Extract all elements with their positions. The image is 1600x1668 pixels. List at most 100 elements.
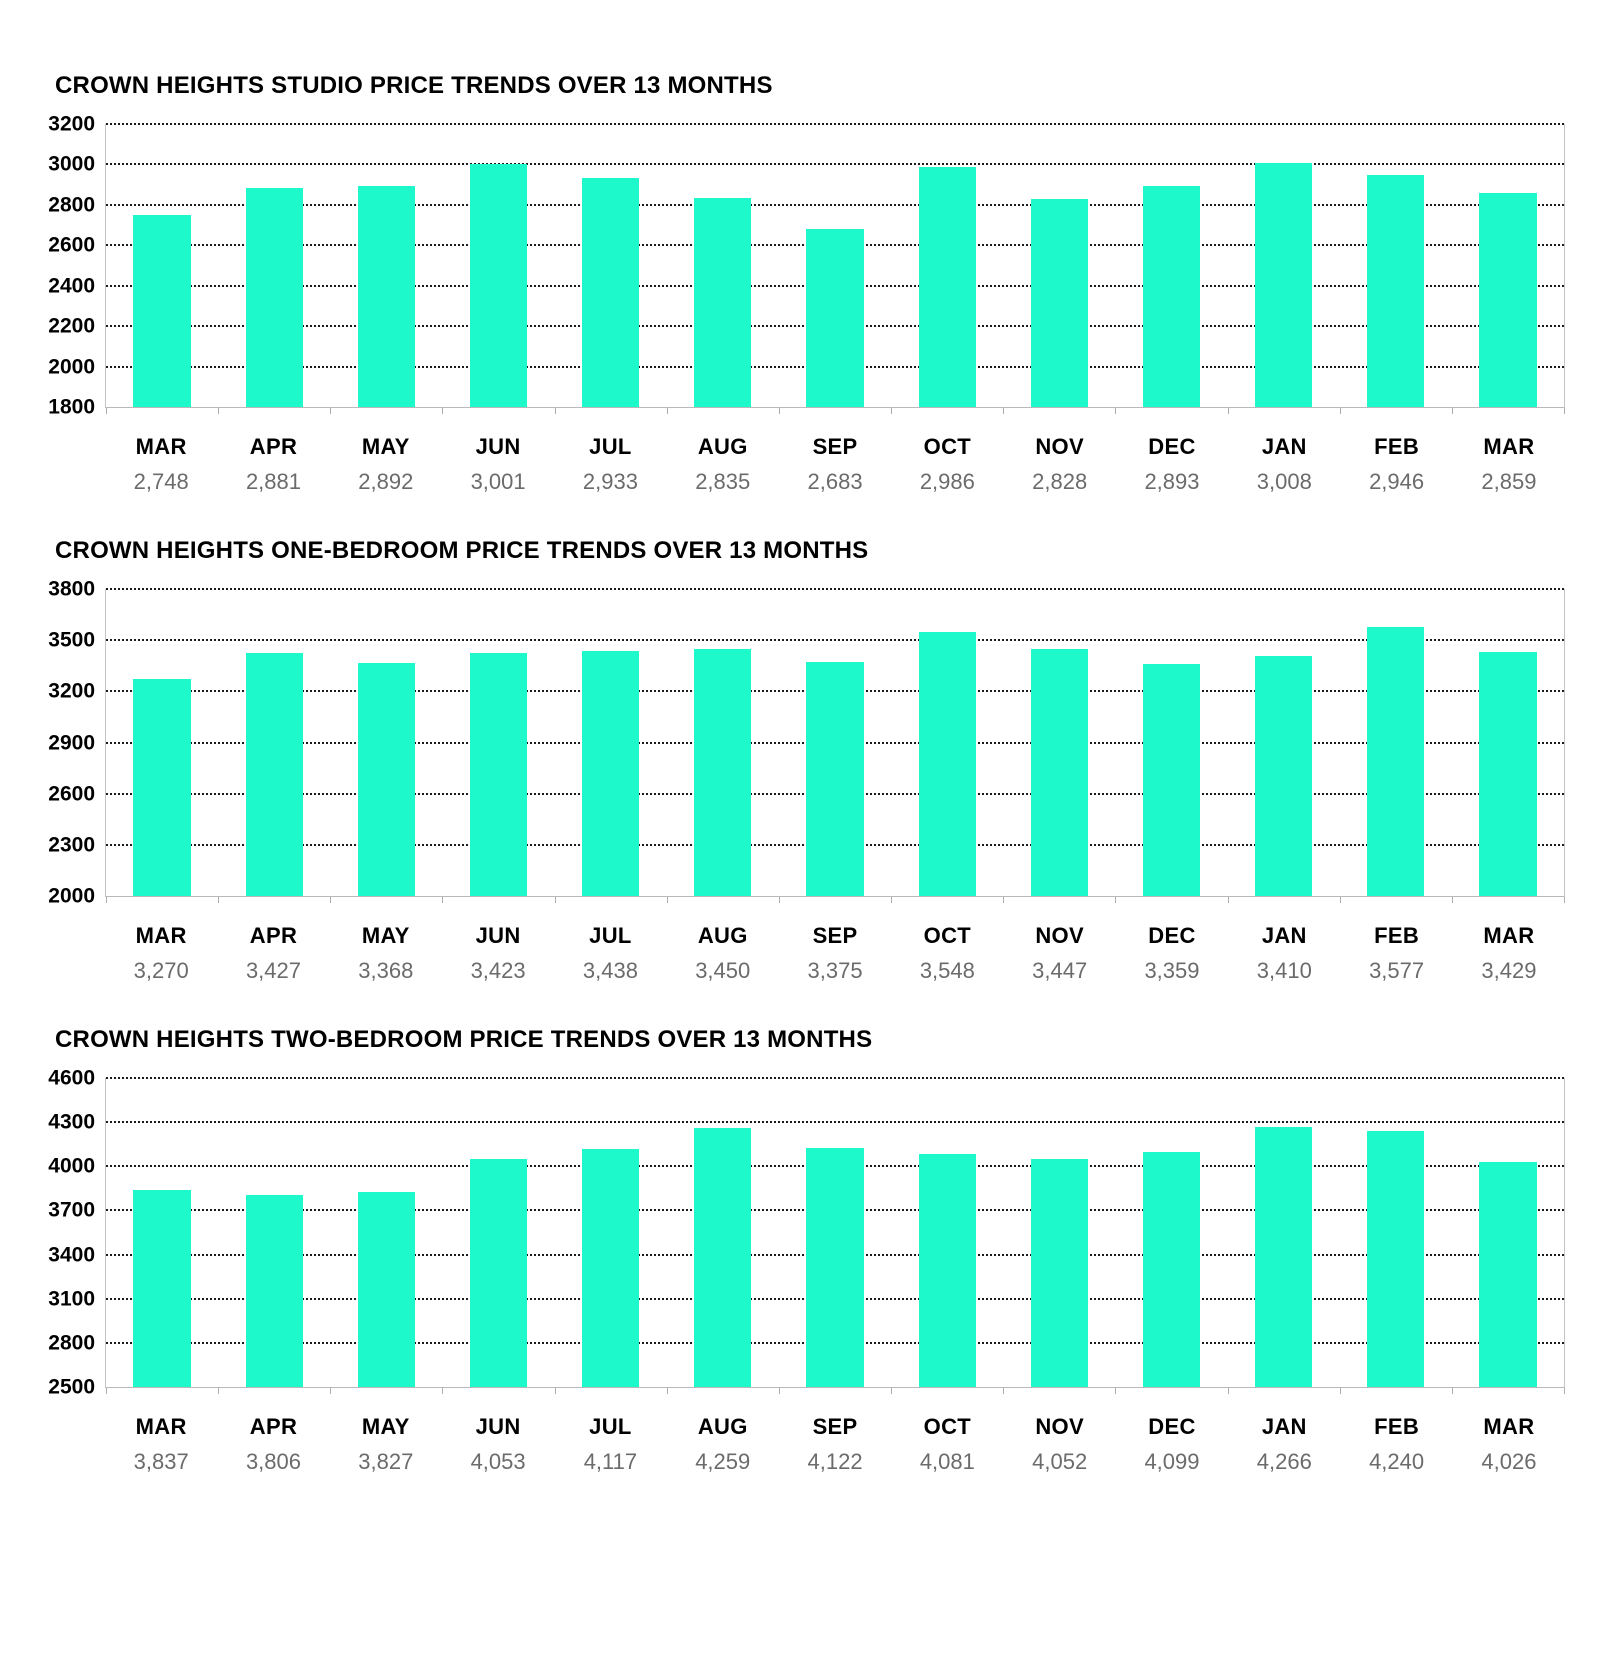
month-label: AUG — [697, 923, 748, 948]
month-label: SEP — [812, 434, 858, 459]
bar-column — [1452, 1078, 1564, 1387]
bar-column — [891, 124, 1003, 407]
bar-column — [555, 1078, 667, 1387]
bar-aug-5 — [694, 197, 752, 407]
value-label: 3,008 — [1256, 469, 1312, 494]
x-label-column: APR 2,881 — [217, 434, 329, 495]
bar-may-2 — [357, 662, 415, 896]
x-label-column: JUN 3,423 — [442, 923, 554, 984]
bar-column — [106, 1078, 218, 1387]
axis-tick — [106, 897, 107, 903]
y-axis-tick-label: 4000 — [48, 1154, 95, 1178]
axis-tick — [1339, 408, 1341, 414]
month-label: MAR — [1483, 434, 1535, 459]
bar-column — [779, 1078, 891, 1387]
chart-title: CROWN HEIGHTS ONE-BEDROOM PRICE TRENDS O… — [55, 537, 869, 564]
bar-column — [330, 124, 442, 407]
bar-aug-5 — [694, 1128, 752, 1387]
bar-jan-10 — [1255, 162, 1313, 407]
x-label-column: JUN 4,053 — [442, 1414, 554, 1475]
y-axis-tick-label: 3400 — [48, 1243, 95, 1267]
month-label: OCT — [923, 434, 972, 459]
x-label-column: DEC 3,359 — [1116, 923, 1228, 984]
plot-outer: 3800 3500 3200 2900 2600 2300 2000 — [48, 579, 1565, 907]
month-label: JAN — [1261, 434, 1307, 459]
bar-apr-1 — [245, 188, 303, 407]
axis-tick — [891, 408, 893, 414]
y-axis-tick-label: 2800 — [48, 1331, 95, 1355]
axis-tick — [1227, 1388, 1229, 1394]
value-label: 4,117 — [583, 1449, 638, 1474]
x-label-column: JUL 3,438 — [554, 923, 666, 984]
x-label-column: MAR 4,026 — [1453, 1414, 1565, 1475]
value-label: 4,052 — [1032, 1449, 1088, 1474]
bar-sep-6 — [806, 661, 864, 896]
month-label: MAY — [361, 1414, 410, 1439]
bar-column — [1452, 589, 1564, 896]
bar-column — [442, 1078, 554, 1387]
bar-nov-8 — [1030, 1158, 1088, 1387]
x-axis-labels: MAR 3,270 APR 3,427 MAY 3,368 JUN 3,423 JUL 3,438… — [105, 923, 1565, 984]
bar-column — [330, 589, 442, 896]
y-axis-tick-label: 2600 — [48, 233, 95, 257]
axis-tick — [1003, 1388, 1005, 1394]
bars-row — [106, 124, 1564, 407]
bar-column — [555, 589, 667, 896]
y-axis-tick-label: 2200 — [48, 314, 95, 338]
axis-tick — [666, 897, 668, 903]
bar-sep-6 — [806, 228, 864, 407]
axis-tick — [1227, 408, 1229, 414]
value-label: 4,240 — [1369, 1449, 1425, 1474]
y-axis-tick-label: 3100 — [48, 1287, 95, 1311]
bar-nov-8 — [1030, 199, 1088, 407]
gridline — [106, 588, 1564, 590]
one-bedroom-price-chart: CROWN HEIGHTS ONE-BEDROOM PRICE TRENDS O… — [48, 537, 1565, 984]
month-label: JUN — [475, 923, 521, 948]
x-label-column: AUG 2,835 — [667, 434, 779, 495]
axis-tick — [218, 408, 220, 414]
y-axis-tick-label: 2900 — [48, 731, 95, 754]
value-label: 3,427 — [245, 958, 301, 983]
y-axis-tick-label: 3500 — [48, 628, 95, 652]
month-label: DEC — [1148, 1414, 1196, 1439]
bar-jun-3 — [469, 164, 528, 407]
axis-tick — [554, 408, 556, 414]
bar-column — [667, 1078, 779, 1387]
value-label: 3,359 — [1144, 958, 1200, 983]
month-label: MAR — [135, 1414, 187, 1439]
y-axis-tick-label: 1800 — [48, 395, 95, 419]
gridline — [106, 1077, 1564, 1079]
plot-area: 3800 3500 3200 2900 2600 2300 2000 — [48, 579, 1565, 907]
axis-tick — [778, 1388, 780, 1394]
bar-mar-0 — [133, 215, 191, 407]
value-label: 2,828 — [1032, 469, 1088, 494]
value-label: 3,410 — [1256, 958, 1312, 983]
bar-column — [891, 589, 1003, 896]
studio-price-chart: CROWN HEIGHTS STUDIO PRICE TRENDS OVER 1… — [48, 72, 1565, 495]
value-label: 2,893 — [1144, 469, 1200, 494]
month-label: MAR — [135, 434, 187, 459]
x-label-column: AUG 3,450 — [667, 923, 779, 984]
x-label-column: JUL 4,117 — [554, 1414, 666, 1475]
value-label: 4,099 — [1144, 1449, 1200, 1474]
y-axis-tick-label: 3200 — [48, 112, 95, 136]
x-label-column: FEB 2,946 — [1340, 434, 1452, 495]
x-label-column: JUN 3,001 — [442, 434, 554, 495]
x-label-column: OCT 3,548 — [891, 923, 1003, 984]
bar-column — [1228, 124, 1340, 407]
bar-apr-1 — [245, 1194, 303, 1387]
month-label: MAY — [361, 923, 410, 948]
axis-tick — [778, 408, 780, 414]
axis-tick — [1115, 897, 1117, 903]
axis-tick — [1227, 897, 1229, 903]
x-label-column: MAR 2,748 — [105, 434, 217, 495]
y-axis-tick-label: 2800 — [48, 193, 95, 217]
x-label-column: NOV 2,828 — [1004, 434, 1116, 495]
bar-nov-8 — [1030, 649, 1088, 896]
value-label: 4,026 — [1481, 1449, 1537, 1474]
month-label: JUN — [475, 434, 521, 459]
bars-row — [106, 589, 1564, 896]
y-axis-tick-label: 2000 — [48, 355, 95, 379]
axis-tick — [1564, 408, 1565, 414]
value-label: 2,683 — [807, 469, 863, 494]
